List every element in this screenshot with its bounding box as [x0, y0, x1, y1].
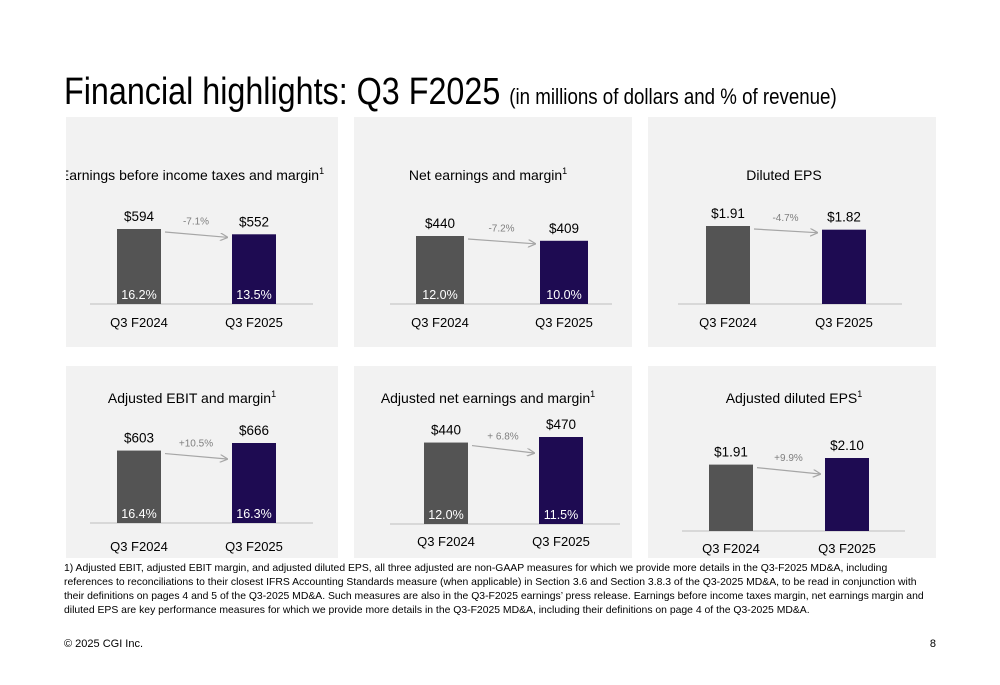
category-label: Q3 F2024	[110, 539, 168, 554]
category-label: Q3 F2024	[702, 541, 760, 556]
bar	[540, 240, 588, 304]
chart-title-superscript: 1	[857, 389, 862, 399]
change-label: + 6.8%	[487, 431, 519, 442]
bar	[117, 229, 161, 304]
value-label: $440	[431, 423, 461, 438]
change-arrow	[164, 231, 227, 237]
category-label: Q3 F2024	[110, 315, 168, 330]
change-label: -4.7%	[772, 213, 798, 224]
page-number: 8	[929, 638, 936, 650]
chart-title: Adjusted EBIT and margin1	[108, 389, 276, 406]
change-arrow	[164, 452, 227, 459]
value-label: $552	[239, 214, 269, 229]
category-label: Q3 F2024	[411, 315, 469, 330]
margin-label: 16.3%	[236, 507, 271, 521]
bar	[539, 437, 583, 524]
category-label: Q3 F2025	[815, 315, 873, 330]
footnote: 1) Adjusted EBIT, adjusted EBIT margin, …	[64, 563, 924, 616]
chart-title-superscript: 1	[590, 389, 595, 399]
change-label: -7.2%	[488, 223, 514, 234]
value-label: $666	[239, 423, 269, 438]
change-arrow	[756, 467, 820, 474]
margin-label: 12.0%	[428, 508, 463, 522]
chart-panel-diluted-eps: Diluted EPS $1.91 Q3 F2024 $1.82 Q3 F2025 -4.…	[648, 117, 936, 347]
chart-panel-adjusted-net-earnings: Adjusted net earnings and margin1 $440 12.…	[354, 366, 632, 558]
chart-panel-ebt: Earnings before income taxes and margin1…	[66, 117, 338, 347]
value-label: $594	[124, 209, 155, 224]
margin-label: 16.2%	[121, 288, 156, 302]
bar	[709, 464, 753, 531]
category-label: Q3 F2025	[225, 315, 283, 330]
value-label: $470	[546, 417, 576, 432]
bar	[822, 229, 866, 304]
page-title: Financial highlights: Q3 F2025 (in milli…	[64, 70, 837, 119]
value-label: $1.91	[711, 206, 745, 221]
chart-panel-adjusted-ebit: Adjusted EBIT and margin1 $603 16.4% Q3 F20…	[66, 366, 338, 558]
change-label: +10.5%	[179, 438, 213, 449]
change-arrow	[467, 238, 535, 244]
bar	[706, 226, 750, 304]
value-label: $603	[124, 431, 154, 446]
category-label: Q3 F2024	[417, 534, 475, 549]
value-label: $1.82	[827, 210, 861, 225]
category-label: Q3 F2025	[818, 541, 876, 556]
value-label: $1.91	[714, 445, 748, 460]
change-label: -7.1%	[183, 217, 209, 228]
margin-label: 10.0%	[546, 288, 581, 302]
chart-title-superscript: 1	[319, 166, 324, 176]
category-label: Q3 F2025	[532, 534, 590, 549]
change-label: +9.9%	[774, 453, 803, 464]
bar	[825, 458, 869, 531]
title-main: Financial highlights: Q3 F2025	[64, 71, 501, 113]
change-arrow	[753, 229, 817, 233]
chart-svg-ebt: Earnings before income taxes and margin1…	[66, 166, 324, 330]
chart-svg-adjusted-net-earnings: Adjusted net earnings and margin1 $440 12.…	[381, 389, 620, 549]
chart-title: Adjusted diluted EPS1	[726, 389, 863, 406]
chart-panel-adjusted-diluted-eps: Adjusted diluted EPS1 $1.91 Q3 F2024 $2.10 Q…	[648, 366, 936, 558]
margin-label: 12.0%	[422, 288, 457, 302]
bar	[232, 234, 276, 304]
chart-title: Earnings before income taxes and margin1	[66, 166, 324, 183]
value-label: $409	[549, 221, 579, 236]
value-label: $2.10	[830, 438, 864, 453]
chart-svg-diluted-eps: Diluted EPS $1.91 Q3 F2024 $1.82 Q3 F2025 -4.…	[678, 167, 902, 330]
chart-title-superscript: 1	[562, 166, 567, 176]
margin-label: 16.4%	[121, 507, 156, 521]
margin-label: 11.5%	[544, 508, 579, 522]
chart-title-superscript: 1	[271, 389, 276, 399]
value-label: $440	[425, 216, 455, 231]
chart-svg-net-earnings: Net earnings and margin1 $440 12.0% Q3 F202…	[390, 166, 612, 330]
chart-svg-adjusted-ebit: Adjusted EBIT and margin1 $603 16.4% Q3 F20…	[90, 389, 313, 554]
chart-svg-adjusted-diluted-eps: Adjusted diluted EPS1 $1.91 Q3 F2024 $2.10 Q…	[682, 389, 905, 556]
title-subtitle: (in millions of dollars and % of revenue…	[509, 84, 837, 109]
category-label: Q3 F2025	[535, 315, 593, 330]
chart-title: Diluted EPS	[746, 167, 821, 183]
change-arrow	[471, 444, 534, 453]
category-label: Q3 F2025	[225, 539, 283, 554]
bar	[416, 236, 464, 304]
bar	[232, 443, 276, 523]
margin-label: 13.5%	[236, 288, 271, 302]
bar	[424, 442, 468, 524]
category-label: Q3 F2024	[699, 315, 757, 330]
copyright: © 2025 CGI Inc.	[64, 638, 144, 650]
chart-panel-net-earnings: Net earnings and margin1 $440 12.0% Q3 F202…	[354, 117, 632, 347]
chart-title: Adjusted net earnings and margin1	[381, 389, 595, 406]
bar	[117, 450, 161, 523]
chart-title: Net earnings and margin1	[409, 166, 567, 183]
